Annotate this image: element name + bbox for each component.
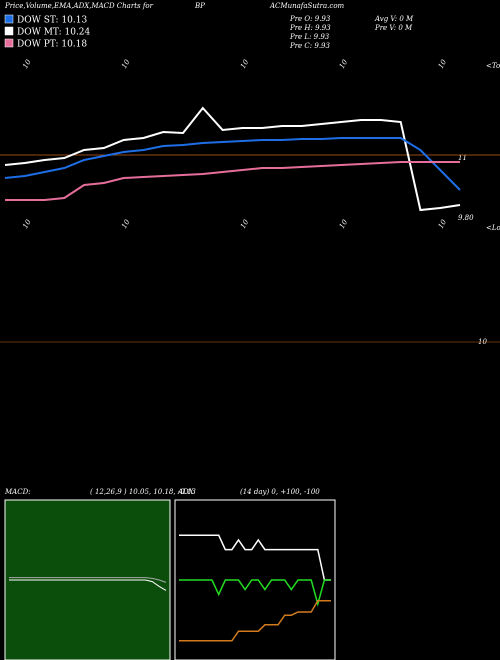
series-line (9, 577, 167, 583)
x-tick-label: 10 (21, 218, 33, 230)
legend-entry: DOW MT: 10.24 (17, 28, 91, 38)
lows-label: <Lows (486, 224, 500, 232)
title: Price,Volume,EMA,ADX,MACD Charts for (4, 2, 154, 10)
macd-title: MACD: (4, 488, 31, 496)
x-tick-label: 10 (338, 58, 350, 70)
series-line (4, 106, 461, 212)
x-tick-label: 10 (239, 218, 251, 230)
adx-title: ADX (177, 488, 195, 496)
legend-swatch (4, 14, 14, 24)
x-tick-label: 10 (338, 218, 350, 230)
adx-params: (14 day) 0, +100, -100 (240, 488, 320, 496)
series-line (179, 600, 331, 642)
x-tick-label: 10 (120, 58, 132, 70)
x-tick-label: 10 (437, 218, 449, 230)
y-tick-label: 11 (458, 154, 467, 162)
legend-entry: DOW ST: 10.13 (17, 16, 87, 26)
site: ACMunafaSutra.com (269, 2, 345, 10)
info-text: Pre V: 0 M (374, 24, 413, 32)
info-text: Avg V: 0 M (374, 15, 414, 23)
x-tick-label: 10 (120, 218, 132, 230)
info-text: Pre C: 9.93 (289, 42, 330, 50)
series-line (5, 161, 460, 201)
y-tick-label: 9.80 (458, 214, 474, 222)
macd-params: ( 12,26,9 ) 10.05, 10.18, -0.13 (90, 488, 196, 496)
series-line (9, 579, 167, 591)
legend-entry: DOW PT: 10.18 (17, 40, 87, 50)
series-line (179, 534, 331, 581)
info-text: Pre H: 9.93 (289, 24, 331, 32)
legend-swatch (4, 26, 14, 36)
series-line (4, 137, 461, 191)
x-tick-label: 10 (21, 58, 33, 70)
legend-swatch (4, 38, 14, 48)
x-tick-label: 10 (437, 58, 449, 70)
tops-label: <Tops (486, 62, 500, 70)
symbol: BP (194, 2, 205, 10)
series-line (179, 579, 331, 607)
info-text: Pre O: 9.93 (289, 15, 331, 23)
x-tick-label: 10 (239, 58, 251, 70)
info-text: Pre L: 9.93 (289, 33, 330, 41)
